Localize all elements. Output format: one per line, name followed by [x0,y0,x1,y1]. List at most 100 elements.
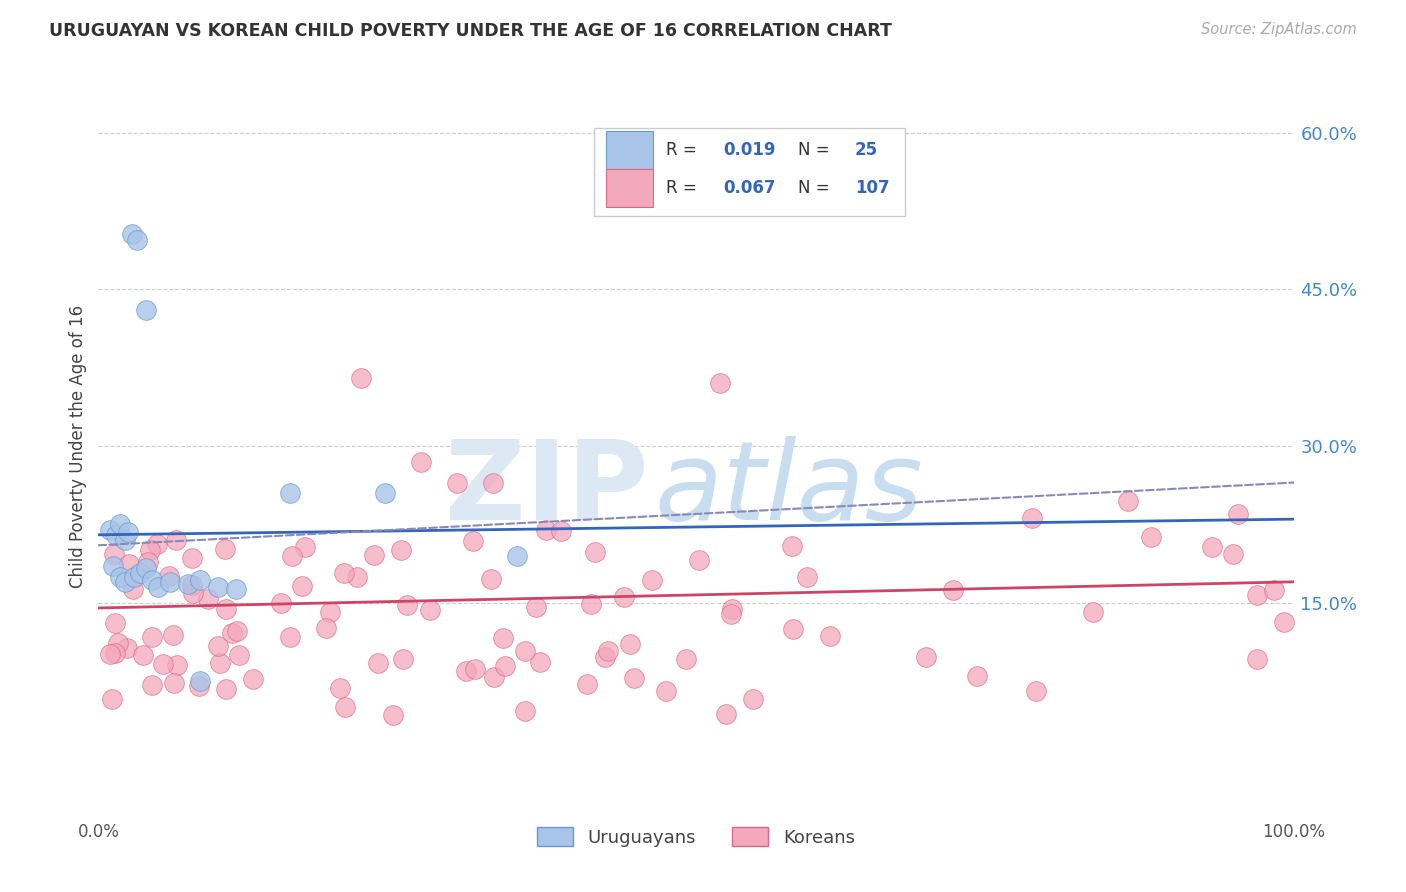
Point [278,486,301,500]
Point [98,523,122,537]
Point [796,570,818,584]
Point [188,679,211,693]
Point [481,475,505,490]
Point [782,622,804,636]
Point [165,533,187,548]
Point [419,603,441,617]
Point [132,648,155,662]
Point [329,681,352,695]
Point [396,598,419,612]
Point [141,573,163,587]
Point [226,624,249,639]
Point [1246,588,1268,602]
Point [138,555,160,569]
Point [593,649,616,664]
Point [225,582,247,596]
Point [583,545,606,559]
Point [709,376,731,391]
Point [114,574,136,589]
Text: 107: 107 [855,178,890,197]
Point [101,691,124,706]
Point [188,674,211,689]
Point [479,572,502,586]
Point [492,631,515,645]
Point [374,486,396,500]
Point [242,672,264,686]
Point [319,605,342,619]
Point [162,627,184,641]
Point [280,631,302,645]
Point [148,580,170,594]
Point [124,569,146,583]
Point [1140,530,1163,544]
Point [1263,583,1285,598]
Text: ZIP: ZIP [444,436,648,543]
Point [381,708,404,723]
Point [613,590,636,604]
Point [720,607,742,622]
Point [104,615,127,630]
Point [315,621,337,635]
Point [742,692,765,706]
Point [1227,507,1250,521]
Point [675,652,697,666]
Point [623,671,645,685]
Point [392,652,415,666]
Point [1222,547,1244,561]
Point [214,541,236,556]
FancyBboxPatch shape [606,131,652,169]
Point [114,533,136,547]
Point [655,183,678,197]
Point [454,664,477,678]
Point [461,534,484,549]
Point [181,550,204,565]
Point [207,580,229,594]
Point [367,657,389,671]
Point [118,557,141,571]
Text: R =: R = [666,141,702,159]
Point [294,540,316,554]
Point [98,647,121,661]
Point [389,543,412,558]
Point [163,676,186,690]
Point [125,233,148,247]
Point [619,637,641,651]
Text: Source: ZipAtlas.com: Source: ZipAtlas.com [1201,22,1357,37]
Point [720,602,742,616]
Point [818,629,841,643]
Point [966,668,988,682]
Point [221,625,243,640]
Point [141,630,163,644]
Point [446,475,468,490]
Point [197,592,219,607]
Point [214,601,236,615]
Point [107,636,129,650]
Point [101,559,124,574]
Point [1201,540,1223,554]
Point [215,682,238,697]
Point [534,523,557,537]
Point [121,582,143,596]
Point [513,644,536,658]
Point [513,704,536,718]
Point [1246,652,1268,666]
Point [281,549,304,563]
Point [550,524,572,538]
Point [115,641,138,656]
Text: 0.019: 0.019 [724,141,776,159]
Point [780,539,803,553]
Point [641,573,664,587]
Point [1081,605,1104,619]
Point [117,524,139,539]
Point [121,227,143,241]
Point [350,371,373,385]
Point [228,648,250,663]
Point [596,644,619,658]
Point [181,586,204,600]
Point [291,579,314,593]
Point [915,650,938,665]
Point [333,700,356,714]
Point [159,574,181,589]
Point [654,684,676,698]
Point [135,561,157,575]
